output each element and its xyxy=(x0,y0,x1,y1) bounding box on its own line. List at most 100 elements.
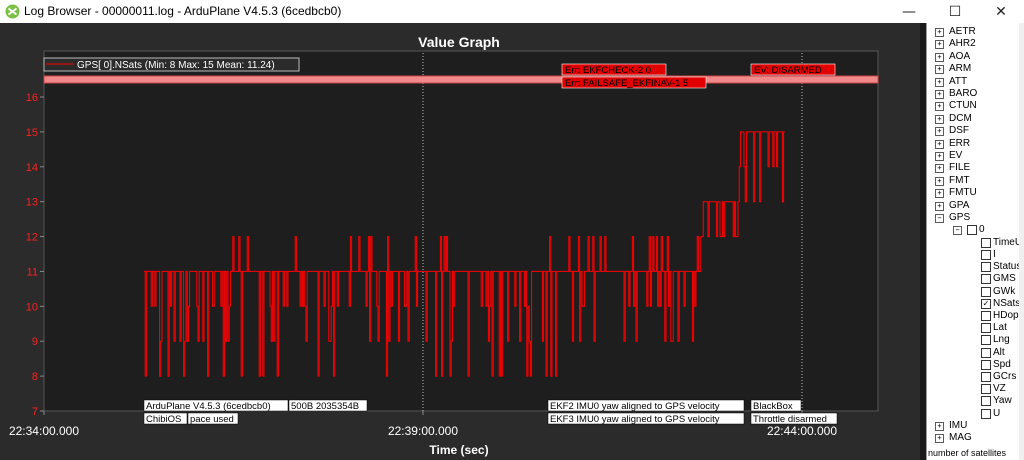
expand-icon[interactable]: + xyxy=(935,40,944,50)
tree-item-fmt[interactable]: + FMT xyxy=(935,175,1019,187)
tree-field-gms[interactable]: GMS xyxy=(981,273,1019,285)
msg-throttle: Throttle disarmed xyxy=(753,414,827,425)
tree-field-vz[interactable]: VZ xyxy=(981,383,1019,395)
checkbox[interactable] xyxy=(981,347,991,358)
msg-chibios: ChibiOS xyxy=(146,414,181,425)
expand-icon[interactable]: + xyxy=(935,152,944,161)
tree-item-label: GMS xyxy=(993,273,1016,285)
tree-item-att[interactable]: + ATT xyxy=(935,76,1019,88)
tree-field-hdop[interactable]: HDop xyxy=(981,310,1019,322)
tree-field-timeus[interactable]: TimeUS xyxy=(981,237,1024,249)
tree-field-yaw[interactable]: Yaw xyxy=(981,395,1019,407)
tree-field-status[interactable]: Status xyxy=(981,261,1021,273)
tree-item-label: FMT xyxy=(949,174,970,186)
expand-icon[interactable]: + xyxy=(935,201,944,211)
expand-icon[interactable]: + xyxy=(935,421,944,431)
checkbox[interactable] xyxy=(981,250,991,260)
tree-field-u[interactable]: U xyxy=(981,408,1019,420)
tree-item-ev[interactable]: + EV xyxy=(935,150,1019,162)
tree-item-label: GCrs xyxy=(993,371,1017,382)
maximize-button[interactable]: ☐ xyxy=(932,0,978,23)
tree-item-aoa[interactable]: + AOA xyxy=(935,51,1019,63)
tree-item-gpa[interactable]: + GPA xyxy=(935,200,1019,212)
collapse-icon[interactable]: − xyxy=(935,214,944,223)
tree-item-imu[interactable]: + IMU xyxy=(935,420,1019,432)
tree-item-mag[interactable]: + MAG xyxy=(935,432,1019,444)
checkbox[interactable] xyxy=(981,323,991,334)
tree-item-label: ATT xyxy=(949,75,968,87)
checkbox[interactable] xyxy=(981,262,991,273)
checkbox[interactable] xyxy=(981,274,991,285)
msg-blackbox-box xyxy=(750,399,802,412)
tree-item-label: Lat xyxy=(993,322,1007,334)
expand-icon[interactable]: + xyxy=(935,28,944,37)
expand-icon[interactable]: + xyxy=(935,52,944,62)
expand-icon[interactable]: + xyxy=(935,90,944,99)
y-tick-label: 16 xyxy=(26,92,38,104)
x-axis-label: Time (sec) xyxy=(429,443,488,457)
field-tree-panel[interactable]: + AETR + AHR2 + AOA + ARM + ATT + BARO + CTUN + DCM + DSF… xyxy=(926,23,1024,460)
maximize-icon: ☐ xyxy=(948,3,962,20)
tree-item-ahr2[interactable]: + AHR2 xyxy=(935,38,1019,50)
checkbox[interactable] xyxy=(981,237,991,248)
tree-item-file[interactable]: + FILE xyxy=(935,162,1019,174)
tree-item-err[interactable]: + ERR xyxy=(935,138,1019,150)
checkbox[interactable] xyxy=(981,372,991,382)
tree-item-label: I xyxy=(993,249,996,260)
minimize-button[interactable]: — xyxy=(886,0,932,23)
checkbox[interactable] xyxy=(981,286,991,297)
tree-item-aetr[interactable]: + AETR xyxy=(935,26,1019,38)
checkbox[interactable] xyxy=(981,396,991,407)
tree-field-lat[interactable]: Lat xyxy=(981,322,1019,334)
collapse-icon[interactable]: − xyxy=(953,226,962,236)
checked-checkbox[interactable]: ✓ xyxy=(981,298,991,309)
panel-splitter[interactable] xyxy=(920,23,926,460)
tree-field-gwk[interactable]: GWk xyxy=(981,286,1019,298)
tree-field-spd[interactable]: Spd xyxy=(981,359,1019,371)
tree-field-alt[interactable]: Alt xyxy=(981,347,1019,359)
expand-icon[interactable]: + xyxy=(935,127,944,137)
tree-item-dcm[interactable]: + DCM xyxy=(935,113,1019,125)
x-tick-label: 22:39:00.000 xyxy=(388,424,458,438)
checkbox[interactable] xyxy=(981,359,991,370)
tree-item-arm[interactable]: + ARM xyxy=(935,63,1019,75)
value-graph[interactable]: Value Graph 16 15 14 13 12 11 10 9 8 7 22:34:00.0… xyxy=(0,23,920,460)
checkbox[interactable] xyxy=(967,225,977,236)
expand-icon[interactable]: + xyxy=(935,102,944,112)
expand-icon[interactable]: + xyxy=(935,77,944,87)
tree-field-nsats[interactable]: ✓ NSats xyxy=(981,298,1020,310)
msg-firmware: ArduPlane V4.5.3 (6cedbcb0) xyxy=(146,401,271,412)
expand-icon[interactable]: + xyxy=(935,65,944,75)
tree-item-fmtu[interactable]: + FMTU xyxy=(935,187,1019,199)
expand-icon[interactable]: + xyxy=(935,434,944,444)
tree-item-gps[interactable]: − GPS xyxy=(935,212,1019,224)
y-tick-label: 9 xyxy=(32,336,38,348)
nsats-series xyxy=(144,131,785,377)
y-tick-label: 8 xyxy=(32,371,38,383)
tree-item-dsf[interactable]: + DSF xyxy=(935,125,1019,137)
tree-field-i[interactable]: I xyxy=(981,249,1019,261)
tree-item-ctun[interactable]: + CTUN xyxy=(935,100,1019,112)
expand-icon[interactable]: + xyxy=(935,114,944,124)
tree-field-gcrs[interactable]: GCrs xyxy=(981,371,1019,383)
expand-icon[interactable]: + xyxy=(935,189,944,199)
checkbox[interactable] xyxy=(981,384,991,395)
expand-icon[interactable]: + xyxy=(935,164,944,174)
checkbox[interactable] xyxy=(981,335,991,346)
tree-field-lng[interactable]: Lng xyxy=(981,334,1019,346)
x-axis-ticks: 22:34:00.000 22:39:00.000 22:44:00.000 xyxy=(9,411,837,438)
close-button[interactable]: ✕ xyxy=(978,0,1024,23)
expand-icon[interactable]: + xyxy=(935,139,944,149)
plot-area[interactable] xyxy=(43,50,879,412)
checkbox[interactable] xyxy=(981,311,991,321)
expand-icon[interactable]: + xyxy=(935,176,944,186)
tree-item-baro[interactable]: + BARO xyxy=(935,88,1019,100)
checkbox[interactable] xyxy=(981,408,991,419)
tree-scrollbar[interactable] xyxy=(1019,23,1024,460)
y-tick-label: 15 xyxy=(26,127,38,139)
tree-item-gps-instance[interactable]: −0 xyxy=(953,224,1019,236)
msg-chibios-box xyxy=(143,412,188,425)
tree-item-label: AOA xyxy=(949,50,971,62)
legend[interactable]: GPS[ 0].NSats (Min: 8 Max: 15 Mean: 11.2… xyxy=(43,57,300,72)
value-graph-panel[interactable]: Value Graph 16 15 14 13 12 11 10 9 8 7 22:34:00.0… xyxy=(0,23,920,460)
